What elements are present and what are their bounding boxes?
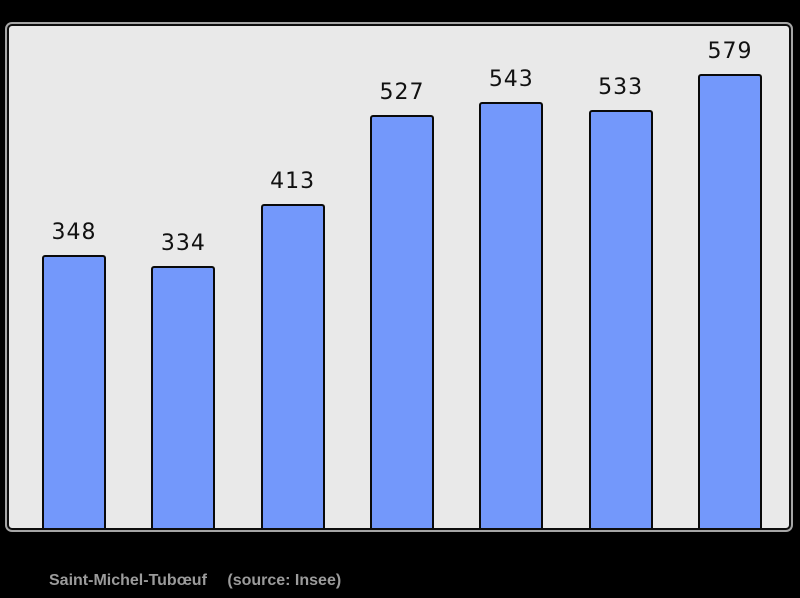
bar (588, 110, 653, 528)
bar (369, 115, 434, 528)
bar (479, 102, 544, 528)
bar (697, 74, 762, 528)
bar (260, 204, 325, 528)
bar-group: 348 (42, 222, 106, 528)
bar-value-label: 543 (488, 67, 534, 92)
bar-group: 527 (369, 80, 434, 528)
bar-group: 543 (479, 67, 544, 528)
bar-group: 533 (588, 75, 653, 528)
plot-area: 348 334 413 527 543 533 579 (7, 24, 791, 530)
caption-source-note: (source: Insee) (227, 572, 342, 589)
caption-commune-name: Saint-Michel-Tubœuf (49, 572, 207, 589)
bar (151, 266, 216, 528)
bar-group: 413 (260, 169, 325, 528)
bar-value-label: 527 (379, 80, 425, 105)
bars-row: 348 334 413 527 543 533 579 (9, 26, 789, 528)
bar-group: 334 (151, 231, 216, 528)
bar (42, 255, 106, 528)
bar-value-label: 348 (51, 220, 97, 245)
bar-value-label: 533 (598, 75, 644, 100)
bar-group: 579 (697, 39, 762, 528)
bar-value-label: 413 (270, 169, 316, 194)
bar-value-label: 334 (160, 231, 206, 256)
bar-value-label: 579 (707, 39, 753, 64)
chart-caption: Saint-Michel-Tubœuf (source: Insee) (49, 572, 341, 590)
